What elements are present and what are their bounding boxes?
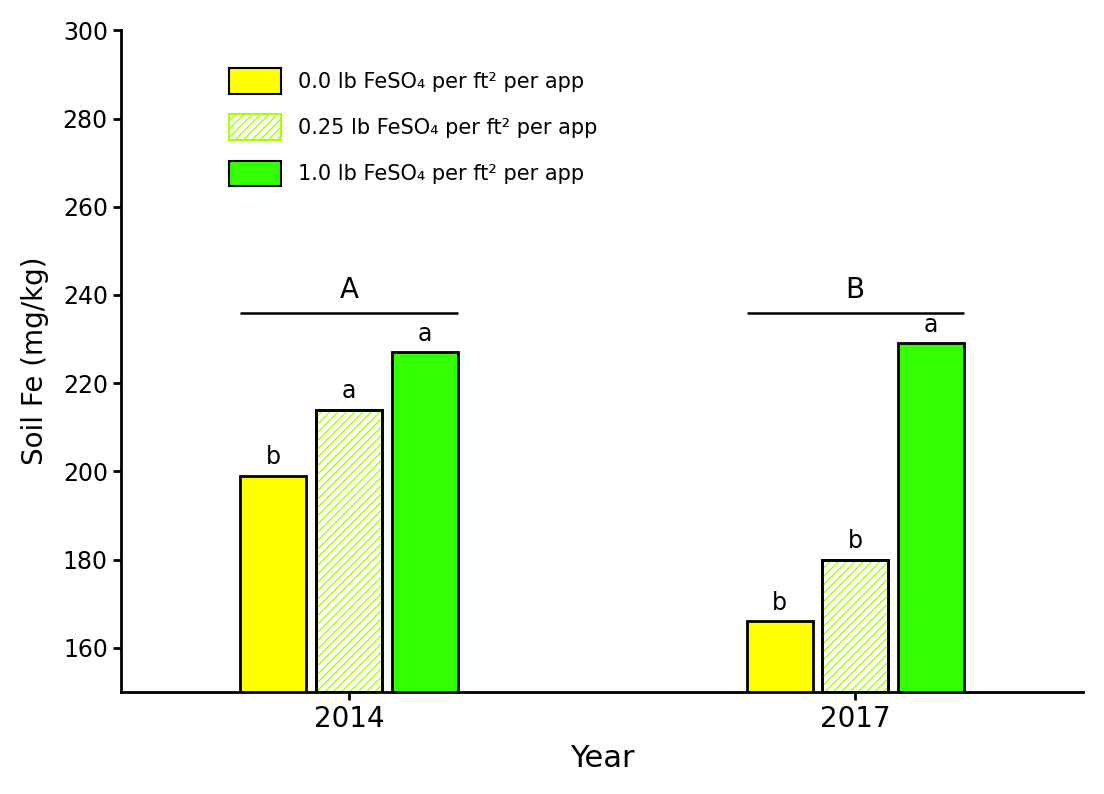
Bar [316,410,382,692]
Text: b: b [848,529,863,553]
Y-axis label: Soil Fe (mg/kg): Soil Fe (mg/kg) [21,256,49,465]
Text: b: b [772,591,787,615]
Bar [822,560,889,692]
Bar [241,476,306,692]
Text: a: a [342,379,357,403]
Bar [392,353,457,692]
Text: a: a [417,322,432,345]
X-axis label: Year: Year [570,744,635,773]
Bar [822,560,889,692]
Bar [746,621,813,692]
Legend: 0.0 lb FeSO₄ per ft² per app, 0.25 lb FeSO₄ per ft² per app, 1.0 lb FeSO₄ per ft: 0.0 lb FeSO₄ per ft² per app, 0.25 lb Fe… [209,48,618,207]
Bar [898,344,964,692]
Bar [822,560,889,692]
Text: a: a [924,313,938,337]
Bar [316,410,382,692]
Text: B: B [846,276,864,304]
Bar [316,410,382,692]
Text: A: A [339,276,359,304]
Text: b: b [266,445,280,469]
